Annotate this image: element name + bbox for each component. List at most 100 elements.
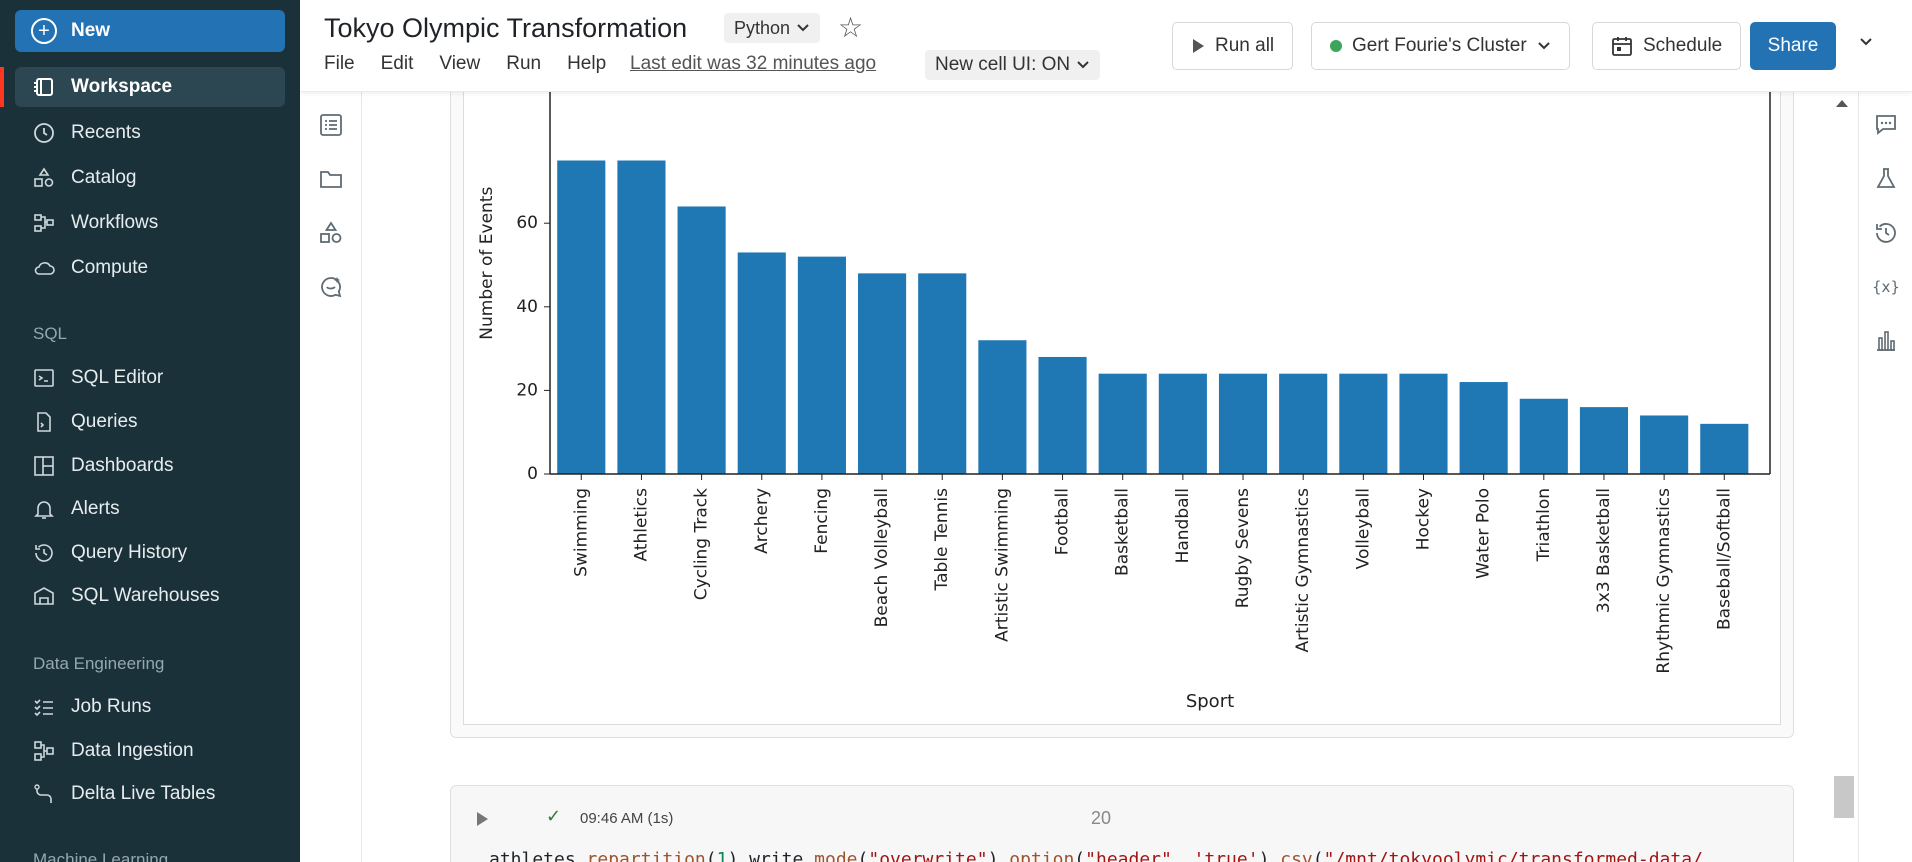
x-tick-label: Beach Volleyball	[872, 488, 892, 627]
cluster-selector[interactable]: Gert Fourie's Cluster	[1311, 22, 1570, 70]
cloud-icon	[31, 255, 57, 281]
sidebar-item-label: Recents	[71, 122, 141, 143]
code-token: "/mnt/tokyoolymic/transformed-data/	[1323, 849, 1703, 862]
chevron-down-icon	[1537, 42, 1550, 50]
experiment-icon[interactable]	[1873, 166, 1899, 192]
comments-icon[interactable]	[1873, 112, 1899, 138]
queries-icon	[31, 409, 57, 435]
bar	[1459, 382, 1508, 474]
bell-icon	[31, 496, 57, 522]
active-indicator	[0, 67, 4, 107]
menu-file[interactable]: File	[324, 53, 355, 74]
history-icon[interactable]	[1873, 220, 1899, 246]
scrollbar-thumb[interactable]	[1834, 776, 1854, 818]
variables-icon[interactable]: {x}	[1872, 274, 1900, 300]
cell-code[interactable]: athletes.repartition(1).write.mode("over…	[489, 849, 1703, 862]
section-data-engineering: Data Engineering	[33, 654, 165, 673]
y-tick-label: 0	[527, 464, 538, 484]
bar	[797, 256, 846, 474]
code-token: ).write.	[727, 849, 815, 862]
menu-view[interactable]: View	[439, 53, 481, 74]
new-button[interactable]: + New	[15, 10, 285, 52]
sidebar-item-catalog[interactable]: Catalog	[15, 158, 285, 198]
code-cell[interactable]: ✓ 09:46 AM (1s) 20 athletes.repartition(…	[450, 785, 1794, 862]
y-tick-label: 20	[516, 380, 538, 400]
bar	[1700, 423, 1749, 474]
star-icon[interactable]: ☆	[838, 12, 864, 43]
x-tick-label: 3x3 Basketball	[1594, 488, 1614, 613]
sidebar-item-sql-warehouses[interactable]: SQL Warehouses	[15, 576, 285, 616]
section-sql: SQL	[33, 324, 68, 343]
schedule-button[interactable]: Schedule	[1592, 22, 1742, 70]
bar-chart: Swimming Athletics Cycling Track Archery Fen…	[477, 80, 1771, 712]
sidebar-item-query-history[interactable]: Query History	[15, 533, 285, 573]
bar	[1399, 373, 1448, 474]
sidebar-item-label: SQL Warehouses	[71, 585, 220, 606]
x-tick-label: Triathlon	[1534, 488, 1554, 562]
run-all-button[interactable]: Run all	[1172, 22, 1294, 70]
x-tick-label: Rugby Sevens	[1233, 488, 1253, 608]
x-tick-label: Fencing	[812, 488, 832, 554]
sql-editor-icon	[31, 365, 57, 391]
sidebar-item-label: Data Ingestion	[71, 740, 194, 761]
menu-run[interactable]: Run	[506, 53, 542, 74]
x-tick-label: Artistic Gymnastics	[1293, 488, 1313, 653]
catalog-icon[interactable]	[318, 220, 344, 246]
sidebar-item-label: Alerts	[71, 498, 120, 519]
chart-icon[interactable]	[1873, 328, 1899, 354]
sidebar: + New Workspace Recents Catalog Workflow…	[0, 0, 300, 862]
bar	[1038, 356, 1087, 474]
scroll-up-arrow[interactable]	[1836, 100, 1848, 107]
menu-bar: File Edit View Run Help	[324, 53, 606, 75]
sidebar-item-recents[interactable]: Recents	[15, 113, 285, 153]
cell-run-time: 09:46 AM (1s)	[580, 810, 674, 827]
notebook-title[interactable]: Tokyo Olympic Transformation	[324, 13, 688, 43]
sidebar-item-label: Queries	[71, 411, 138, 432]
share-button[interactable]: Share	[1750, 22, 1836, 70]
sidebar-item-delta-live-tables[interactable]: Delta Live Tables	[15, 774, 285, 814]
plus-icon: +	[31, 18, 57, 44]
bar	[1640, 415, 1689, 474]
bar	[557, 160, 606, 474]
chevron-down-icon[interactable]	[1858, 34, 1874, 55]
sidebar-item-queries[interactable]: Queries	[15, 402, 285, 442]
right-tool-rail: {x}	[1858, 92, 1912, 862]
last-edit-link[interactable]: Last edit was 32 minutes ago	[630, 53, 877, 74]
menu-help[interactable]: Help	[567, 53, 607, 74]
x-tick-label: Water Polo	[1474, 488, 1494, 579]
table-of-contents-icon[interactable]	[318, 112, 344, 138]
sidebar-item-label: Delta Live Tables	[71, 783, 216, 804]
new-cell-ui-toggle[interactable]: New cell UI: ON	[925, 50, 1101, 80]
sidebar-item-workspace[interactable]: Workspace	[15, 67, 285, 107]
calendar-icon	[1612, 37, 1632, 56]
folder-icon[interactable]	[318, 166, 344, 192]
new-cell-ui-label: New cell UI: ON	[935, 54, 1071, 75]
notebook-header: Tokyo Olympic Transformation Python ☆ Fi…	[300, 0, 1912, 92]
chevron-down-icon	[1077, 61, 1089, 69]
code-token: 1	[716, 849, 728, 862]
language-selector[interactable]: Python	[724, 13, 821, 43]
plot-frame: Swimming Athletics Cycling Track Archery Fen…	[463, 80, 1781, 725]
bar	[1519, 398, 1568, 474]
sidebar-item-data-ingestion[interactable]: Data Ingestion	[15, 731, 285, 771]
play-icon	[1193, 39, 1204, 53]
run-cell-icon[interactable]	[477, 812, 488, 826]
sidebar-item-compute[interactable]: Compute	[15, 248, 285, 288]
svg-text:{x}: {x}	[1873, 278, 1899, 296]
success-check-icon: ✓	[546, 806, 562, 826]
sidebar-item-alerts[interactable]: Alerts	[15, 489, 285, 529]
code-token: athletes.	[489, 849, 587, 862]
bar	[1279, 373, 1328, 474]
menu-edit[interactable]: Edit	[380, 53, 414, 74]
sidebar-item-sql-editor[interactable]: SQL Editor	[15, 358, 285, 398]
sidebar-item-workflows[interactable]: Workflows	[15, 203, 285, 243]
history-icon	[31, 540, 57, 566]
sidebar-item-dashboards[interactable]: Dashboards	[15, 446, 285, 486]
y-tick-label: 60	[516, 213, 538, 233]
cluster-status-dot	[1330, 40, 1342, 52]
catalog-icon	[31, 165, 57, 191]
sidebar-item-job-runs[interactable]: Job Runs	[15, 687, 285, 727]
section-machine-learning: Machine Learning	[33, 850, 169, 862]
assistant-icon[interactable]	[318, 274, 344, 300]
cluster-name: Gert Fourie's Cluster	[1352, 35, 1527, 56]
